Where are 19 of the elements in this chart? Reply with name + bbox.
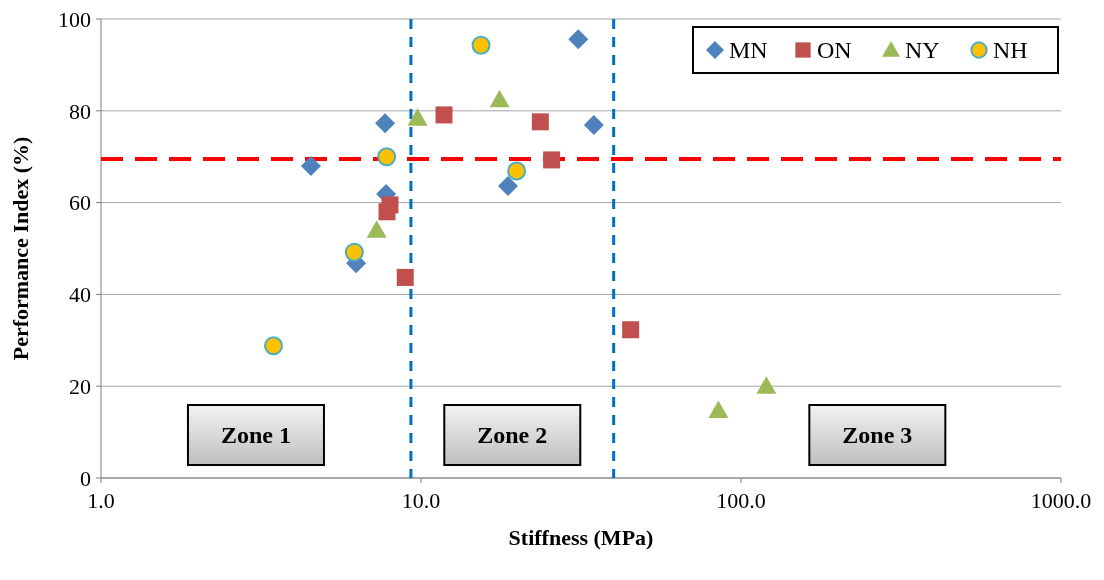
y-axis-title: Performance Index (%): [8, 136, 33, 361]
annotation: Zone 2: [477, 422, 548, 449]
legend-label: ON: [817, 37, 852, 64]
x-tick-label: 1.0: [87, 488, 115, 513]
annotation: Zone 3: [842, 422, 913, 449]
y-tick-label: 20: [69, 373, 91, 399]
y-tick-label: 60: [69, 190, 91, 216]
legend-label: MN: [729, 37, 768, 64]
x-axis-title: Stiffness (MPa): [508, 525, 654, 550]
y-tick-label: 0: [80, 465, 91, 491]
annotation: Zone 1: [220, 422, 291, 449]
x-tick-label: 1000.0: [1030, 488, 1092, 513]
legend-label: NY: [905, 37, 940, 64]
x-tick-label: 100.0: [716, 488, 766, 513]
y-tick-label: 40: [69, 282, 91, 308]
y-tick-label: 80: [69, 98, 91, 124]
y-tick-label: 100: [58, 6, 91, 32]
legend-label: NH: [993, 37, 1028, 64]
x-tick-label: 10.0: [401, 488, 441, 513]
